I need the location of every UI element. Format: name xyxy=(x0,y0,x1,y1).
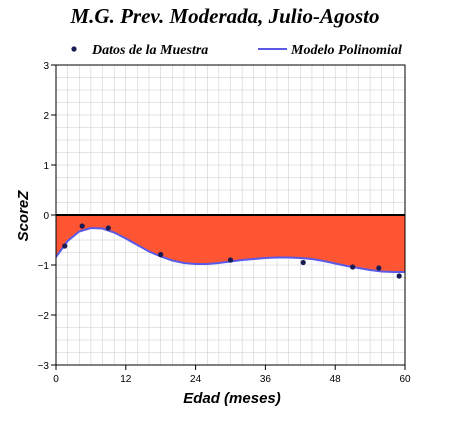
data-point xyxy=(376,265,382,271)
x-tick-label: 12 xyxy=(120,374,132,385)
y-axis-label: ScoreZ xyxy=(15,190,32,242)
data-point xyxy=(227,257,234,263)
legend: Datos de la Muestra Modelo Polinomial xyxy=(71,43,402,58)
y-tick-label: 2 xyxy=(43,111,49,122)
chart-title: M.G. Prev. Moderada, Julio-Agosto xyxy=(70,4,380,28)
data-point xyxy=(105,225,111,231)
x-tick-label: 0 xyxy=(53,374,59,385)
y-tick-label: 0 xyxy=(43,211,49,222)
y-tick-label: 1 xyxy=(43,161,49,172)
x-tick-label: 36 xyxy=(260,374,272,385)
y-tick-label: 3 xyxy=(43,61,49,72)
x-tick-label: 60 xyxy=(399,374,411,385)
x-tick-label: 48 xyxy=(330,374,342,385)
data-point xyxy=(300,259,306,266)
x-axis-label: Edad (meses) xyxy=(183,390,281,407)
x-tick-label: 24 xyxy=(190,374,202,385)
data-point xyxy=(396,273,402,279)
legend-point-marker xyxy=(71,46,77,52)
data-point xyxy=(79,223,85,229)
data-point xyxy=(62,243,68,249)
y-tick-label: −2 xyxy=(38,311,50,322)
data-point xyxy=(350,264,356,270)
data-point xyxy=(158,251,164,258)
area-fill xyxy=(56,215,405,272)
legend-line-label: Modelo Polinomial xyxy=(290,43,402,58)
y-tick-label: −1 xyxy=(38,261,50,272)
y-tick-label: −3 xyxy=(38,361,50,372)
legend-points-label: Datos de la Muestra xyxy=(91,43,208,58)
